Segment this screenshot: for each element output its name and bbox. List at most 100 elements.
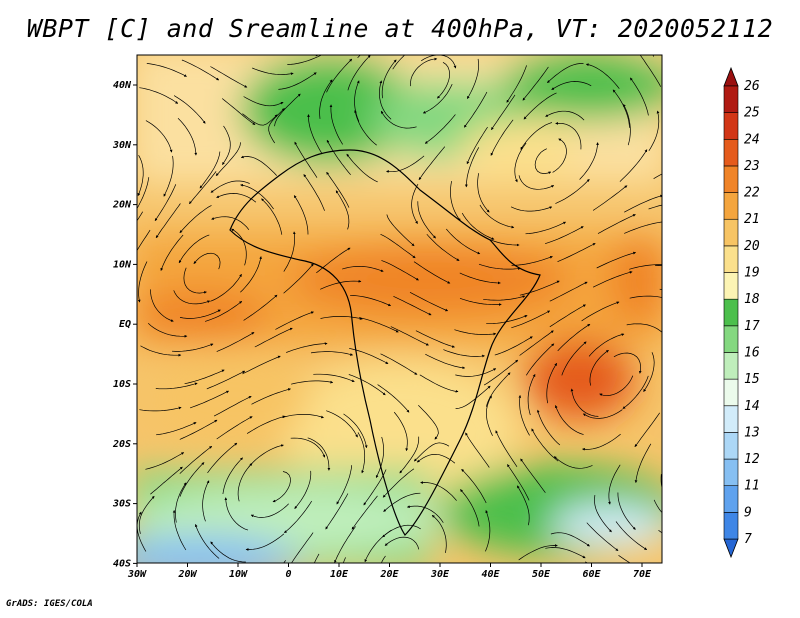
streamline [216, 416, 253, 440]
streamline [648, 204, 662, 210]
streamline [179, 462, 205, 497]
wbpt-shading [137, 55, 662, 563]
lon-tick-label: 40E [481, 569, 500, 580]
lon-tick-label: 0 [285, 569, 291, 580]
streamline [183, 267, 207, 294]
streamline [313, 373, 355, 383]
lat-tick-label: 30N [112, 140, 132, 151]
chart-title: WBPT [C] and Sreamline at 400hPa, VT: 20… [26, 14, 774, 43]
streamline [460, 489, 480, 527]
streamline [643, 352, 655, 392]
colorbar-swatch [723, 485, 739, 513]
streamline [313, 553, 320, 563]
streamline [150, 466, 183, 495]
streamline [554, 405, 584, 435]
streamline [596, 251, 637, 269]
streamline [410, 57, 438, 87]
colorbar-swatch [723, 512, 739, 540]
streamline [377, 384, 410, 413]
streamline [582, 409, 623, 419]
streamline [245, 533, 285, 551]
streamline [343, 413, 368, 449]
lon-tick-label: 20W [177, 569, 197, 580]
lat-tick-label: 40S [113, 558, 131, 569]
colorbar-label: 21 [744, 212, 760, 227]
streamline [384, 536, 420, 550]
lat-tick-label: 20N [112, 200, 132, 211]
streamline [178, 234, 210, 264]
streamline [139, 87, 179, 104]
streamline [478, 263, 521, 270]
streamline [137, 155, 144, 197]
colorbar-label: 9 [744, 505, 752, 520]
streamline [250, 503, 289, 518]
streamline [222, 125, 231, 165]
colorbar-swatch [723, 245, 739, 273]
streamline [547, 63, 584, 84]
streamline [283, 560, 286, 563]
streamline [211, 216, 250, 231]
streamline [326, 58, 353, 93]
streamline [177, 118, 198, 156]
streamline [347, 55, 371, 91]
streamline [544, 226, 584, 245]
streamline [179, 205, 212, 234]
colorbar-swatch [723, 405, 739, 433]
streamline [629, 295, 662, 299]
colorbar-swatch [723, 218, 739, 247]
streamline [173, 290, 211, 305]
streamline [624, 194, 662, 213]
streamline [464, 147, 480, 188]
streamline [431, 514, 447, 553]
streamline [477, 173, 490, 213]
streamline [275, 311, 314, 330]
lat-tick-label: 10S [113, 379, 131, 390]
streamline [334, 526, 356, 563]
streamline [597, 214, 636, 234]
streamline [479, 204, 515, 229]
streamline [585, 63, 620, 89]
map-plot-area [137, 55, 662, 563]
streamline [294, 470, 312, 509]
streamline [357, 55, 361, 58]
streamline [274, 93, 301, 127]
streamline [506, 65, 527, 103]
streamline [582, 433, 621, 451]
streamline [188, 171, 217, 205]
streamline [155, 203, 181, 239]
streamline [420, 481, 457, 501]
streamline [622, 375, 649, 409]
streamline [336, 465, 353, 505]
lon-tick-label: 30W [127, 569, 147, 580]
streamline [459, 272, 501, 285]
colorbar-swatch [723, 352, 739, 380]
streamline [272, 471, 291, 503]
streamline [375, 436, 384, 479]
streamline [156, 422, 197, 436]
streamline [592, 185, 628, 211]
streamline [466, 126, 488, 165]
streamline [518, 544, 558, 561]
colorbar: 7 9 11 12 13 14 15 16 17 18 19 20 21 22 23 24 25 26 [723, 66, 760, 559]
streamline [393, 295, 432, 316]
colorbar-swatch [723, 112, 739, 140]
streamline [658, 530, 662, 534]
streamline [381, 260, 419, 281]
colorbar-lower-tip [723, 538, 739, 559]
streamline [415, 330, 455, 348]
colorbar-label: 7 [744, 532, 752, 547]
colorbar-swatch [723, 192, 739, 220]
streamline [461, 212, 495, 240]
colorbar-upper-tip [723, 66, 739, 87]
streamline [608, 464, 621, 505]
colorbar-label: 23 [744, 159, 760, 174]
streamline [586, 522, 619, 551]
streamline [594, 495, 612, 533]
lat-tick-label: 40N [113, 80, 132, 91]
streamline [303, 174, 325, 211]
colorbar-label: 11 [744, 479, 760, 494]
streamline [425, 353, 466, 370]
streamline [459, 297, 502, 306]
streamline [557, 323, 591, 352]
streamline [342, 265, 384, 272]
